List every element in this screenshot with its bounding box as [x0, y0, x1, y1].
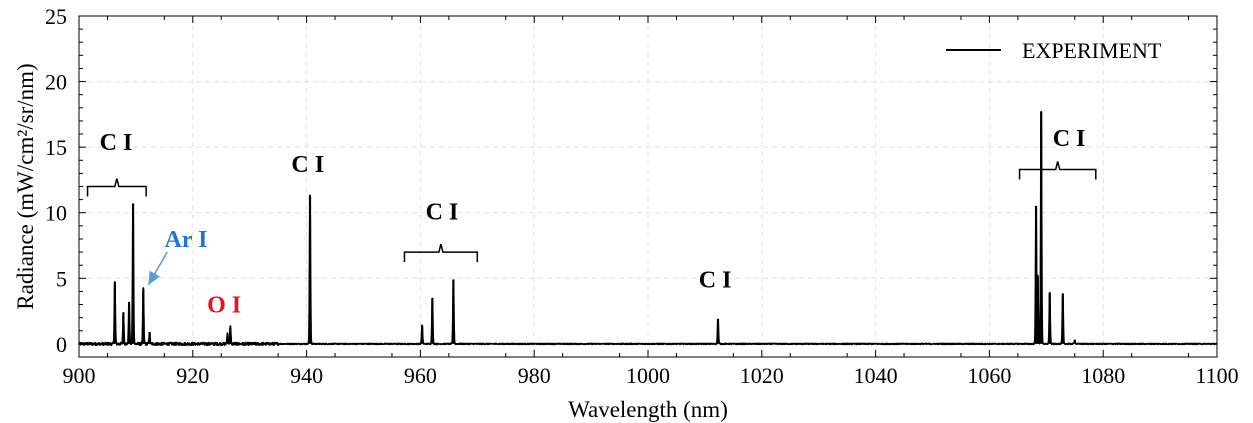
line-group-bracket — [86, 178, 147, 197]
series-experiment-line — [78, 110, 1218, 347]
axis-layer: 900 920 940 960 980 1000 1020 1040 1060 1080 11000… — [45, 4, 1239, 388]
x-tick-label: 1100 — [1195, 363, 1238, 388]
annotation-layer: C I C I C I C I C I Ar I O I — [86, 126, 1097, 318]
x-tick-label: 980 — [518, 363, 551, 388]
legend: EXPERIMENT — [946, 38, 1162, 63]
y-tick-label: 15 — [45, 135, 67, 160]
peak-annotation: C I — [699, 267, 732, 293]
x-tick-label: 900 — [63, 363, 96, 388]
y-axis-title: Radiance (mW/cm²/sr/nm) — [13, 63, 38, 309]
x-axis-title: Wavelength (nm) — [568, 397, 728, 422]
legend-label: EXPERIMENT — [1022, 38, 1162, 63]
peak-annotation: C I — [426, 199, 459, 225]
y-tick-label: 5 — [56, 266, 67, 291]
x-tick-label: 960 — [404, 363, 437, 388]
peak-annotation: C I — [291, 152, 324, 178]
y-tick-label: 25 — [45, 4, 67, 29]
x-tick-label: 920 — [176, 363, 209, 388]
peak-annotation: C I — [100, 130, 133, 156]
x-tick-label: 940 — [290, 363, 323, 388]
x-tick-label: 1020 — [740, 363, 784, 388]
y-tick-label: 20 — [45, 70, 67, 95]
grid-layer — [79, 16, 1217, 357]
line-group-bracket — [403, 243, 479, 263]
x-tick-label: 1080 — [1081, 363, 1125, 388]
y-tick-label: 0 — [56, 332, 67, 357]
peak-annotation: Ar I — [165, 227, 208, 253]
y-tick-label: 10 — [45, 201, 67, 226]
line-group-bracket — [1018, 161, 1097, 180]
series-layer — [78, 110, 1218, 347]
x-tick-label: 1040 — [854, 363, 898, 388]
peak-annotation: O I — [207, 292, 241, 318]
peak-annotation: C I — [1053, 126, 1086, 152]
ar-arrow-head — [148, 270, 161, 285]
x-tick-label: 1060 — [967, 363, 1011, 388]
x-tick-label: 1000 — [626, 363, 670, 388]
